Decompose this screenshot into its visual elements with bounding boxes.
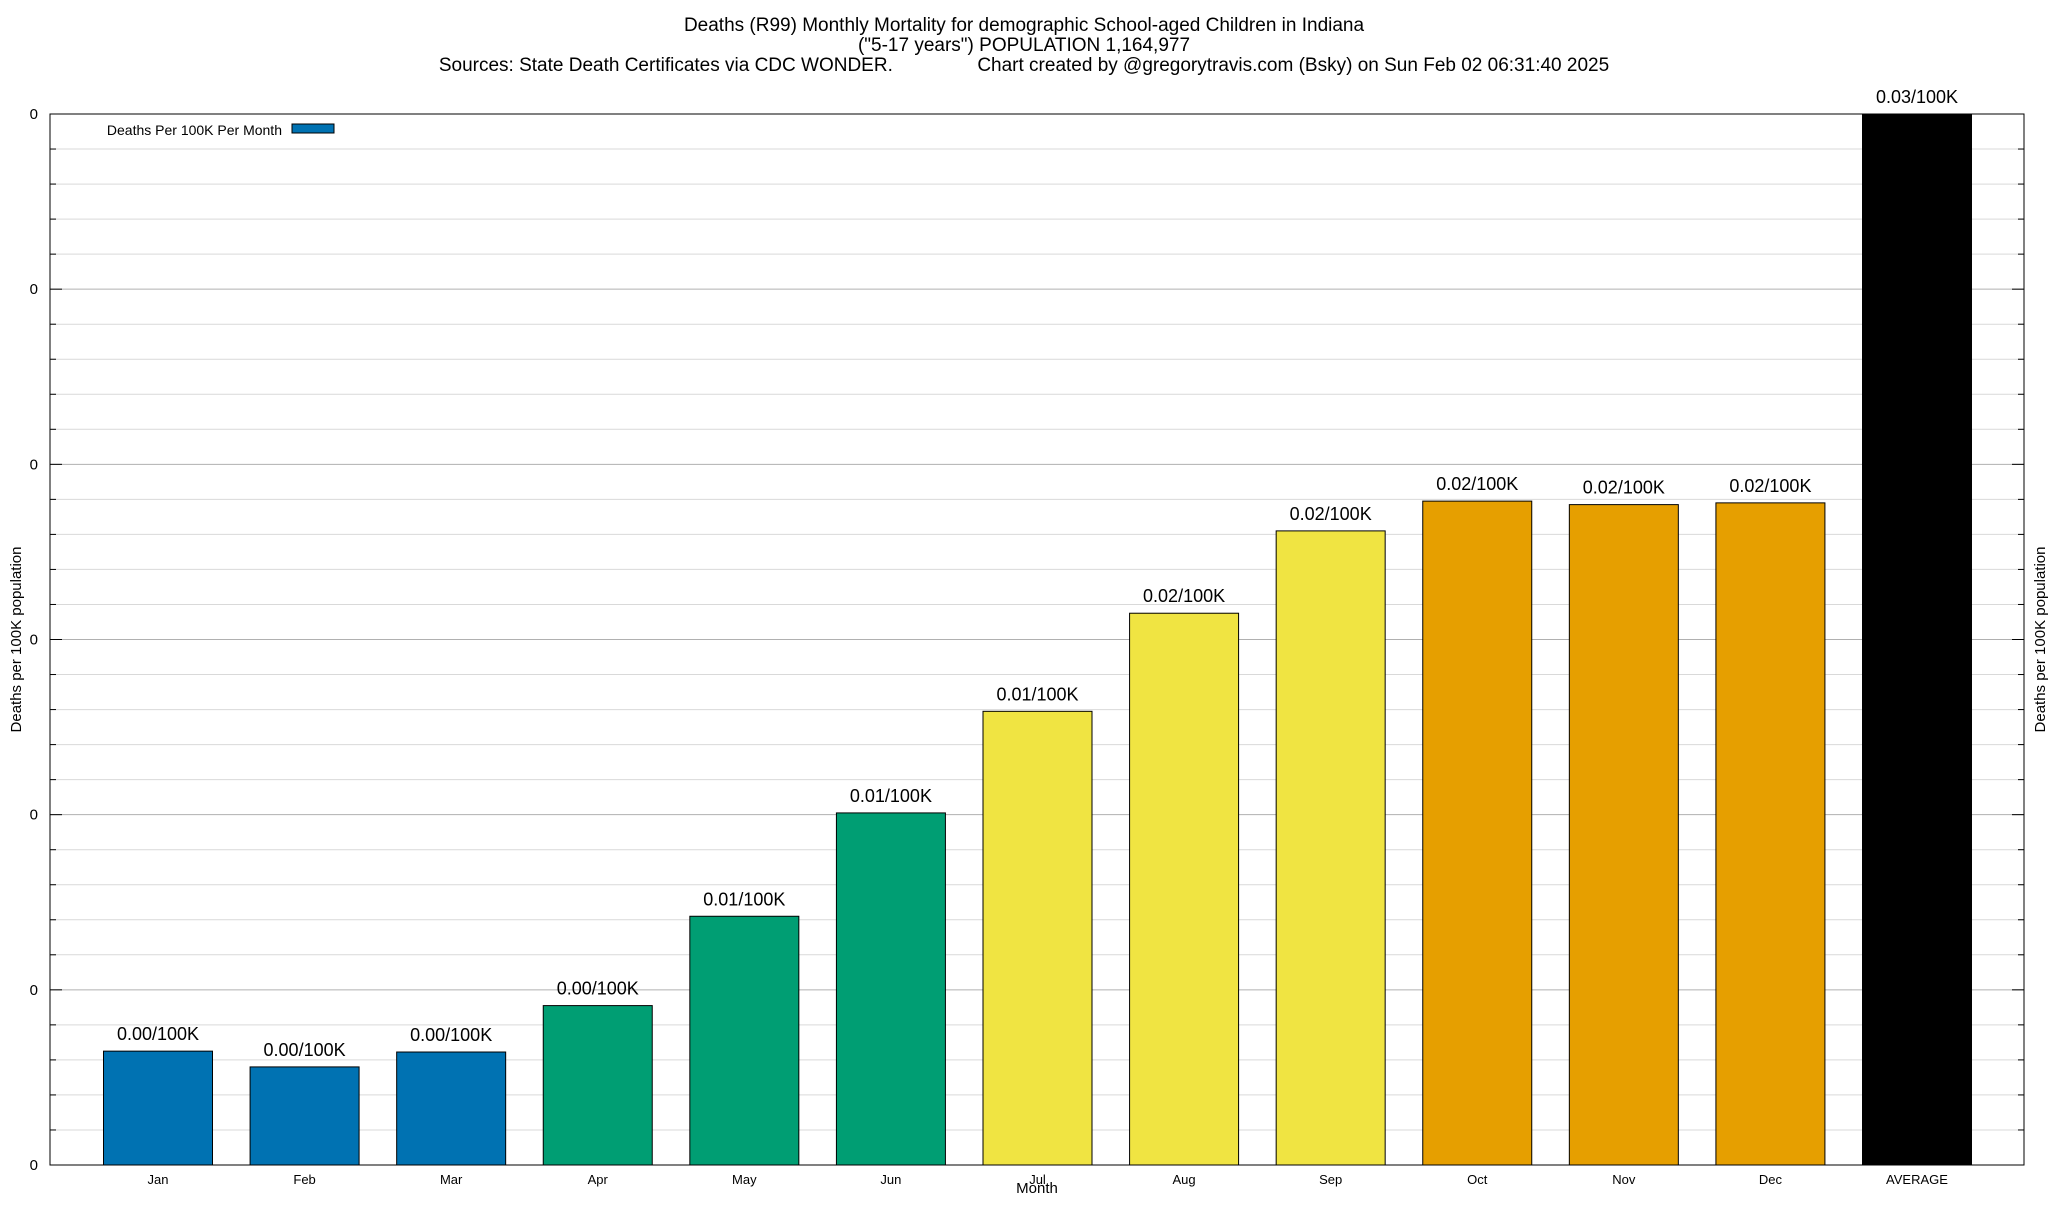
bar-feb bbox=[249, 1066, 360, 1166]
x-tick-label-sep: Sep bbox=[1319, 1172, 1342, 1187]
bar-nov bbox=[1568, 504, 1679, 1166]
x-tick-label-feb: Feb bbox=[293, 1172, 315, 1187]
title-line-3: Sources: State Death Certificates via CD… bbox=[439, 55, 1609, 76]
x-tick-label-oct: Oct bbox=[1467, 1172, 1488, 1187]
bar-value-label-jul: 0.01/100K bbox=[996, 684, 1078, 704]
legend-label: Deaths Per 100K Per Month bbox=[107, 122, 282, 138]
bar-jul bbox=[982, 710, 1093, 1166]
bar-value-label-jun: 0.01/100K bbox=[850, 786, 932, 806]
x-tick-label-apr: Apr bbox=[588, 1172, 609, 1187]
legend: Deaths Per 100K Per Month bbox=[107, 122, 335, 138]
x-tick-label-aug: Aug bbox=[1173, 1172, 1196, 1187]
y-axis-ticks: 0 0 0 0 0 0 0 bbox=[30, 106, 2024, 1174]
legend-swatch bbox=[291, 123, 335, 134]
y-tick-label: 0 bbox=[30, 456, 38, 473]
bar-sep bbox=[1275, 530, 1386, 1166]
bar-value-label-nov: 0.02/100K bbox=[1583, 478, 1665, 498]
bar-average bbox=[1862, 113, 1972, 1166]
y-tick-label: 0 bbox=[30, 281, 38, 298]
y-tick-label: 0 bbox=[30, 982, 38, 999]
bar-mar bbox=[396, 1051, 507, 1166]
bar-value-label-apr: 0.00/100K bbox=[557, 979, 639, 999]
bar-value-label-sep: 0.02/100K bbox=[1290, 504, 1372, 524]
x-tick-label-mar: Mar bbox=[440, 1172, 463, 1187]
x-tick-label-average: AVERAGE bbox=[1886, 1172, 1948, 1187]
y-tick-label: 0 bbox=[30, 632, 38, 649]
y-tick-label: 0 bbox=[30, 106, 38, 123]
bar-apr bbox=[542, 1005, 653, 1166]
bar-value-labels: 0.00/100K 0.00/100K 0.00/100K 0.00/100K 0.01… bbox=[117, 87, 1958, 1060]
bar-value-label-mar: 0.00/100K bbox=[410, 1025, 492, 1045]
bar-value-label-average: 0.03/100K bbox=[1876, 87, 1958, 107]
bar-value-label-may: 0.01/100K bbox=[703, 889, 785, 909]
bars bbox=[103, 113, 1972, 1166]
bar-value-label-feb: 0.00/100K bbox=[264, 1040, 346, 1060]
title-line-1: Deaths (R99) Monthly Mortality for demog… bbox=[684, 15, 1365, 36]
x-axis-ticks: Jan Feb Mar Apr May Jun Jul Aug Sep Oct Nov Dec AVER… bbox=[148, 1172, 1949, 1187]
chart-title: Deaths (R99) Monthly Mortality for demog… bbox=[439, 15, 1609, 76]
bar-may bbox=[689, 915, 800, 1166]
bar-aug bbox=[1129, 612, 1240, 1166]
x-tick-label-jan: Jan bbox=[148, 1172, 169, 1187]
bar-value-label-oct: 0.02/100K bbox=[1436, 474, 1518, 494]
bar-jan bbox=[103, 1050, 213, 1166]
x-tick-label-nov: Nov bbox=[1612, 1172, 1636, 1187]
y-axis-label: Deaths per 100K population bbox=[8, 547, 25, 733]
bar-oct bbox=[1422, 500, 1533, 1166]
bar-value-label-jan: 0.00/100K bbox=[117, 1024, 199, 1044]
x-tick-label-dec: Dec bbox=[1759, 1172, 1783, 1187]
y-tick-label: 0 bbox=[30, 1157, 38, 1174]
x-tick-label-jun: Jun bbox=[880, 1172, 901, 1187]
bar-value-label-dec: 0.02/100K bbox=[1729, 476, 1811, 496]
bar-dec bbox=[1715, 502, 1826, 1166]
y2-axis-label: Deaths per 100K population bbox=[2032, 547, 2048, 733]
x-tick-label-jul: Jul bbox=[1029, 1172, 1046, 1187]
bar-value-label-aug: 0.02/100K bbox=[1143, 586, 1225, 606]
x-tick-label-may: May bbox=[732, 1172, 757, 1187]
bar-jun bbox=[835, 812, 946, 1166]
y-tick-label: 0 bbox=[30, 807, 38, 824]
x-axis-label: Month bbox=[1016, 1180, 1058, 1197]
title-line-2: ("5-17 years") POPULATION 1,164,977 bbox=[858, 35, 1190, 56]
